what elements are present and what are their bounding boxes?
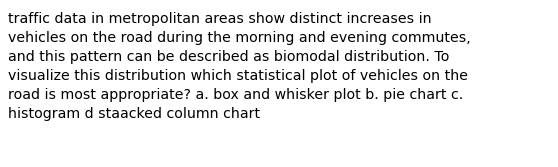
Text: traffic data in metropolitan areas show distinct increases in
vehicles on the ro: traffic data in metropolitan areas show … <box>8 12 471 121</box>
